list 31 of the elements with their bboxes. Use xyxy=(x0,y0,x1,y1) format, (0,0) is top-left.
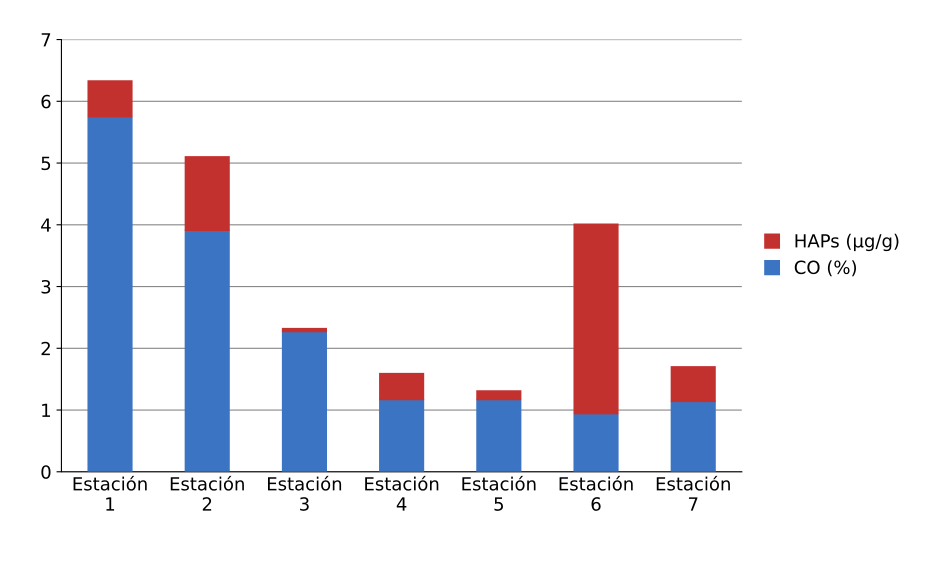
y-tick-label: 3 xyxy=(42,280,50,294)
x-tick-label: Estación 7 xyxy=(656,476,730,511)
y-tick-label: 1 xyxy=(42,404,50,417)
bar xyxy=(476,390,522,400)
bar xyxy=(379,398,424,472)
bar xyxy=(184,230,230,472)
bar xyxy=(670,366,716,402)
bar xyxy=(184,156,230,232)
bar xyxy=(573,223,619,414)
y-tick-label: 4 xyxy=(41,218,51,232)
y-tick-label: 6 xyxy=(41,94,51,108)
bar xyxy=(670,400,716,472)
x-tick-label: Estación 3 xyxy=(268,476,342,511)
legend-label: CO (%) xyxy=(794,260,856,276)
bar xyxy=(379,372,424,400)
x-tick-label: Estación 1 xyxy=(74,476,147,511)
bar xyxy=(87,116,133,472)
x-tick-label: Estación 5 xyxy=(462,476,536,511)
y-tick-label: 0 xyxy=(41,465,51,479)
bar xyxy=(282,330,327,472)
bar xyxy=(573,413,619,472)
y-tick-label: 2 xyxy=(42,342,50,356)
x-tick-label: Estación 6 xyxy=(560,476,633,511)
bar xyxy=(87,80,133,118)
bar xyxy=(476,398,522,472)
legend-label: HAPs (µg/g) xyxy=(796,234,898,252)
bar xyxy=(282,328,327,332)
x-tick-label: Estación 4 xyxy=(365,476,438,511)
x-tick-label: Estación 2 xyxy=(170,476,244,511)
y-tick-label: 7 xyxy=(42,33,50,46)
y-tick-label: 5 xyxy=(42,156,50,170)
